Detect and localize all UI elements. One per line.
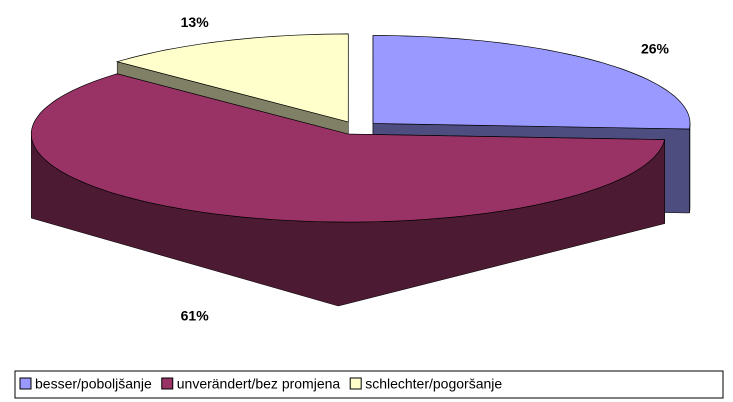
legend-box [14, 370, 724, 399]
legend-label: schlechter/pogoršanje [365, 376, 502, 392]
legend-swatch [19, 377, 32, 390]
legend-swatch [349, 377, 362, 390]
pie-slice [372, 35, 691, 130]
legend-swatch [161, 377, 174, 390]
slice-side [689, 123, 691, 214]
data-label: 26% [641, 41, 670, 57]
pie-slice [115, 33, 349, 123]
data-label: 13% [181, 14, 210, 30]
pie: 26% 61% 13% [30, 14, 691, 323]
pie-slice [30, 73, 666, 223]
legend-label: besser/poboljšanje [35, 376, 152, 392]
legend: besser/poboljšanje unverändert/bez promje… [19, 376, 502, 392]
legend-label: unverändert/bez promjena [177, 376, 341, 392]
data-label: 61% [181, 307, 210, 323]
